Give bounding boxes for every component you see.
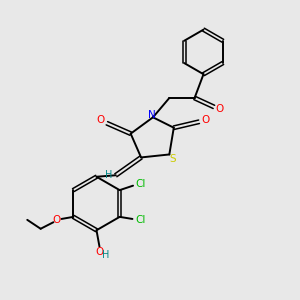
Text: H: H <box>105 170 113 180</box>
Text: Cl: Cl <box>135 215 146 225</box>
Text: O: O <box>95 247 104 257</box>
Text: O: O <box>97 115 105 125</box>
Text: O: O <box>202 115 210 125</box>
Text: N: N <box>148 110 155 120</box>
Text: O: O <box>216 104 224 114</box>
Text: H: H <box>102 250 110 260</box>
Text: S: S <box>170 154 176 164</box>
Text: O: O <box>52 215 61 225</box>
Text: Cl: Cl <box>135 178 146 189</box>
